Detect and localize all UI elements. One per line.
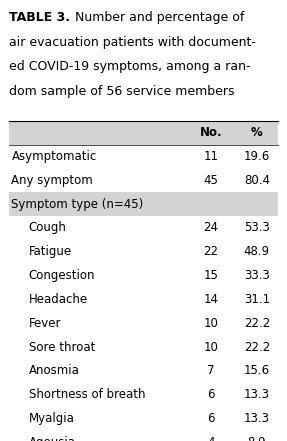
Text: Any symptom: Any symptom [11, 174, 93, 187]
Text: 15.6: 15.6 [244, 364, 270, 377]
Text: 22.2: 22.2 [244, 317, 270, 330]
Text: dom sample of 56 service members: dom sample of 56 service members [9, 85, 234, 98]
Text: %: % [251, 126, 263, 139]
Text: Fever: Fever [29, 317, 61, 330]
Text: Number and percentage of: Number and percentage of [71, 11, 244, 24]
Text: 14: 14 [203, 293, 218, 306]
Text: 11: 11 [203, 150, 218, 163]
Text: Shortness of breath: Shortness of breath [29, 388, 145, 401]
Text: Ageusia: Ageusia [29, 436, 76, 441]
Text: Fatigue: Fatigue [29, 245, 72, 258]
Text: Symptom type (n=45): Symptom type (n=45) [11, 198, 144, 211]
Text: 13.3: 13.3 [244, 388, 270, 401]
Text: 22.2: 22.2 [244, 340, 270, 354]
Text: 13.3: 13.3 [244, 412, 270, 425]
Text: 6: 6 [207, 412, 215, 425]
Text: 4: 4 [207, 436, 215, 441]
Text: Cough: Cough [29, 221, 67, 235]
Text: Headache: Headache [29, 293, 88, 306]
Text: 24: 24 [203, 221, 218, 235]
Text: 53.3: 53.3 [244, 221, 270, 235]
Text: ed COVID-19 symptoms, among a ran-: ed COVID-19 symptoms, among a ran- [9, 60, 250, 73]
Text: 33.3: 33.3 [244, 269, 270, 282]
Text: 7: 7 [207, 364, 215, 377]
Text: 15: 15 [203, 269, 218, 282]
Text: 80.4: 80.4 [244, 174, 270, 187]
Text: 19.6: 19.6 [244, 150, 270, 163]
Text: 45: 45 [203, 174, 218, 187]
Text: TABLE 3.: TABLE 3. [9, 11, 70, 24]
Text: Sore throat: Sore throat [29, 340, 95, 354]
Text: 10: 10 [203, 317, 218, 330]
Text: Asymptomatic: Asymptomatic [11, 150, 97, 163]
Bar [9, 121, 278, 145]
Text: 22: 22 [203, 245, 218, 258]
Text: No.: No. [200, 126, 222, 139]
Text: 10: 10 [203, 340, 218, 354]
Text: Congestion: Congestion [29, 269, 95, 282]
Text: 31.1: 31.1 [244, 293, 270, 306]
Text: 8.9: 8.9 [248, 436, 266, 441]
Text: 6: 6 [207, 388, 215, 401]
Text: Anosmia: Anosmia [29, 364, 79, 377]
Text: 48.9: 48.9 [244, 245, 270, 258]
Text: Myalgia: Myalgia [29, 412, 75, 425]
Text: air evacuation patients with document-: air evacuation patients with document- [9, 36, 255, 49]
Bar [9, 192, 278, 216]
